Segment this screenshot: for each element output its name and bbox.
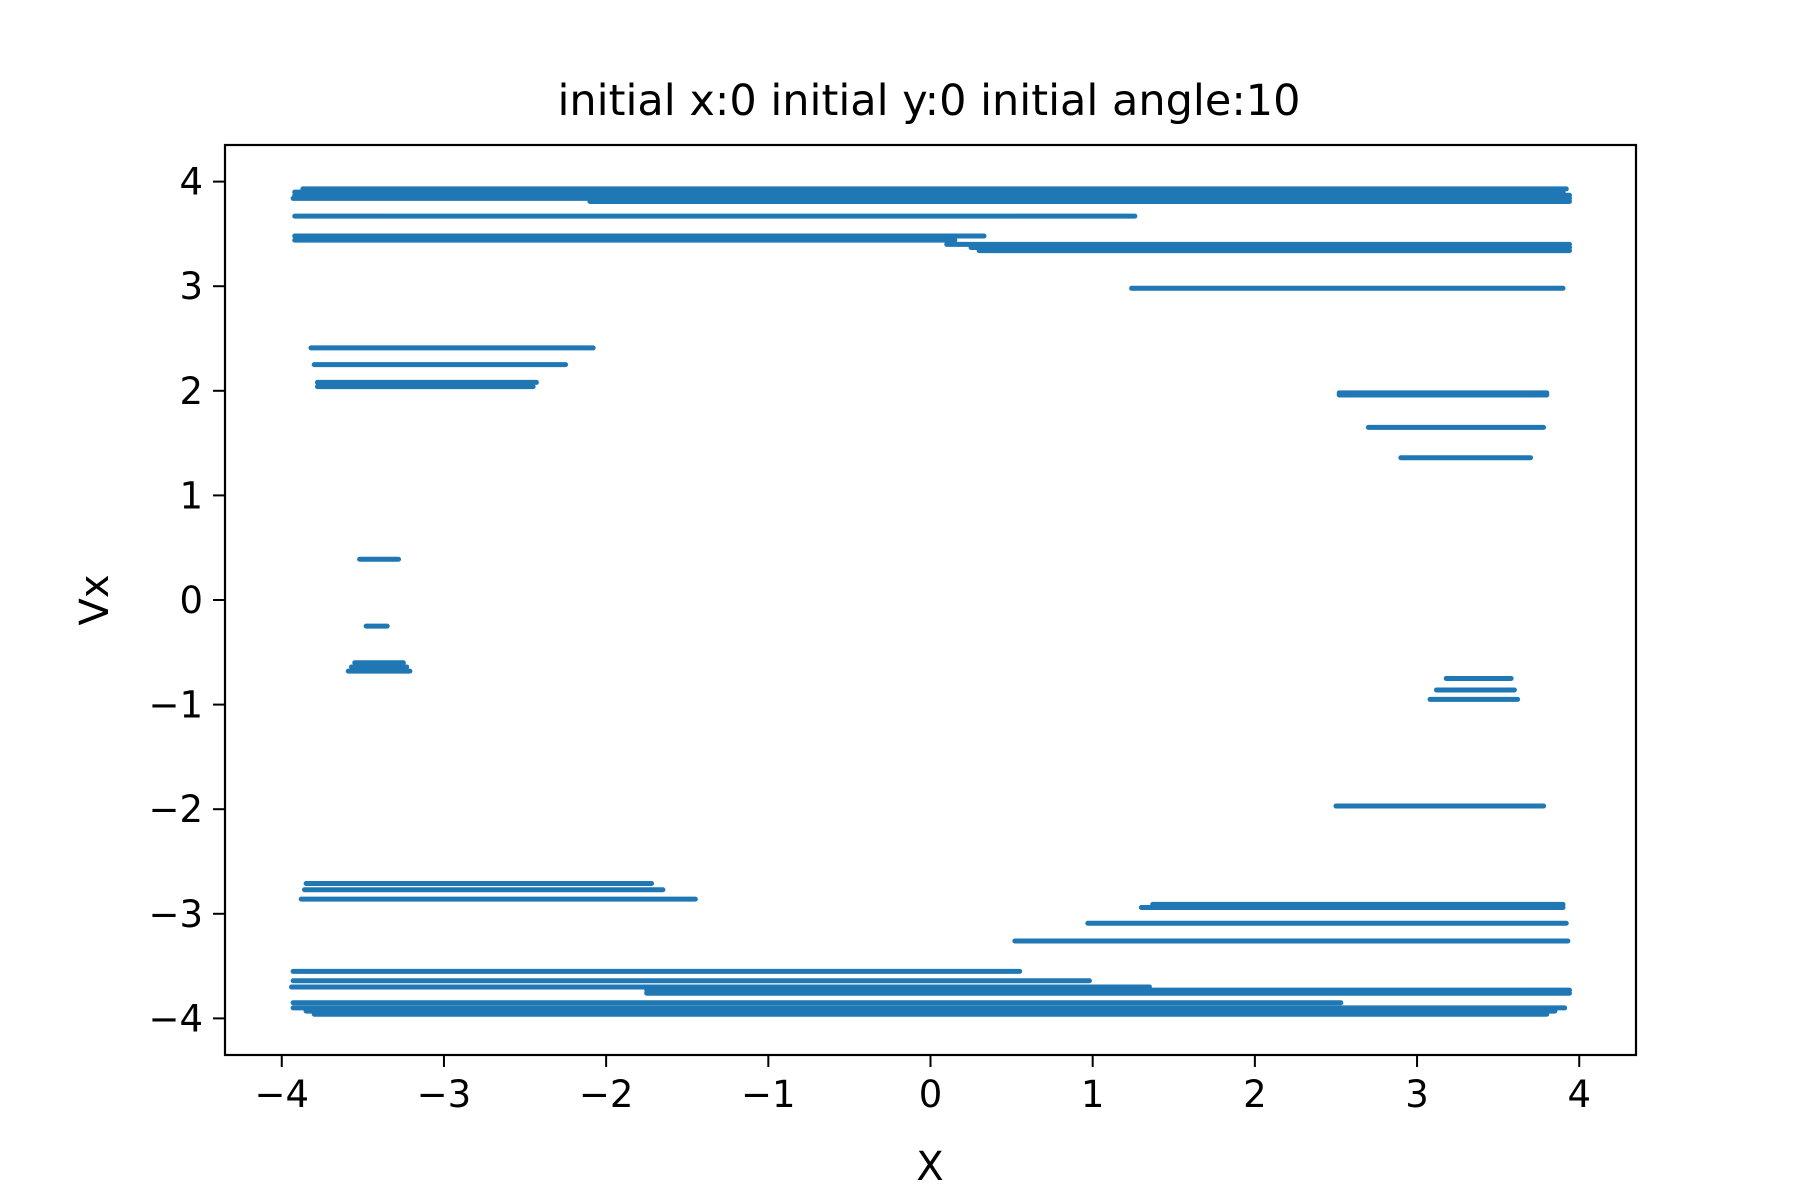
- y-axis-ticks: −4 −3 −2 −1 0 1 2 3 4: [148, 161, 225, 1040]
- x-tick-label: 4: [1567, 1073, 1591, 1116]
- chart-title: initial x:0 initial y:0 initial angle:10: [557, 76, 1300, 126]
- x-tick-label: 0: [919, 1073, 943, 1116]
- x-tick-label: 3: [1405, 1073, 1429, 1116]
- y-tick-label: −1: [148, 684, 203, 727]
- y-tick-label: 1: [179, 474, 203, 517]
- y-tick-label: 2: [179, 370, 203, 413]
- y-axis-label: Vx: [72, 574, 118, 625]
- x-tick-label: −2: [579, 1073, 634, 1116]
- y-tick-label: −3: [148, 893, 203, 936]
- y-tick-label: 3: [179, 265, 203, 308]
- data-series: [288, 186, 1573, 1017]
- y-tick-label: 0: [179, 579, 203, 622]
- x-tick-label: −1: [741, 1073, 796, 1116]
- y-tick-label: 4: [179, 161, 203, 204]
- y-tick-label: −2: [148, 788, 203, 831]
- x-tick-label: −3: [417, 1073, 472, 1116]
- x-tick-label: 1: [1081, 1073, 1105, 1116]
- y-tick-label: −4: [148, 997, 203, 1040]
- x-tick-label: 2: [1243, 1073, 1267, 1116]
- x-axis-label: X: [916, 1144, 943, 1190]
- x-axis-ticks: −4 −3 −2 −1 0 1 2 3 4: [254, 1055, 1591, 1116]
- x-tick-label: −4: [254, 1073, 309, 1116]
- plot-area-frame: [223, 143, 1638, 1057]
